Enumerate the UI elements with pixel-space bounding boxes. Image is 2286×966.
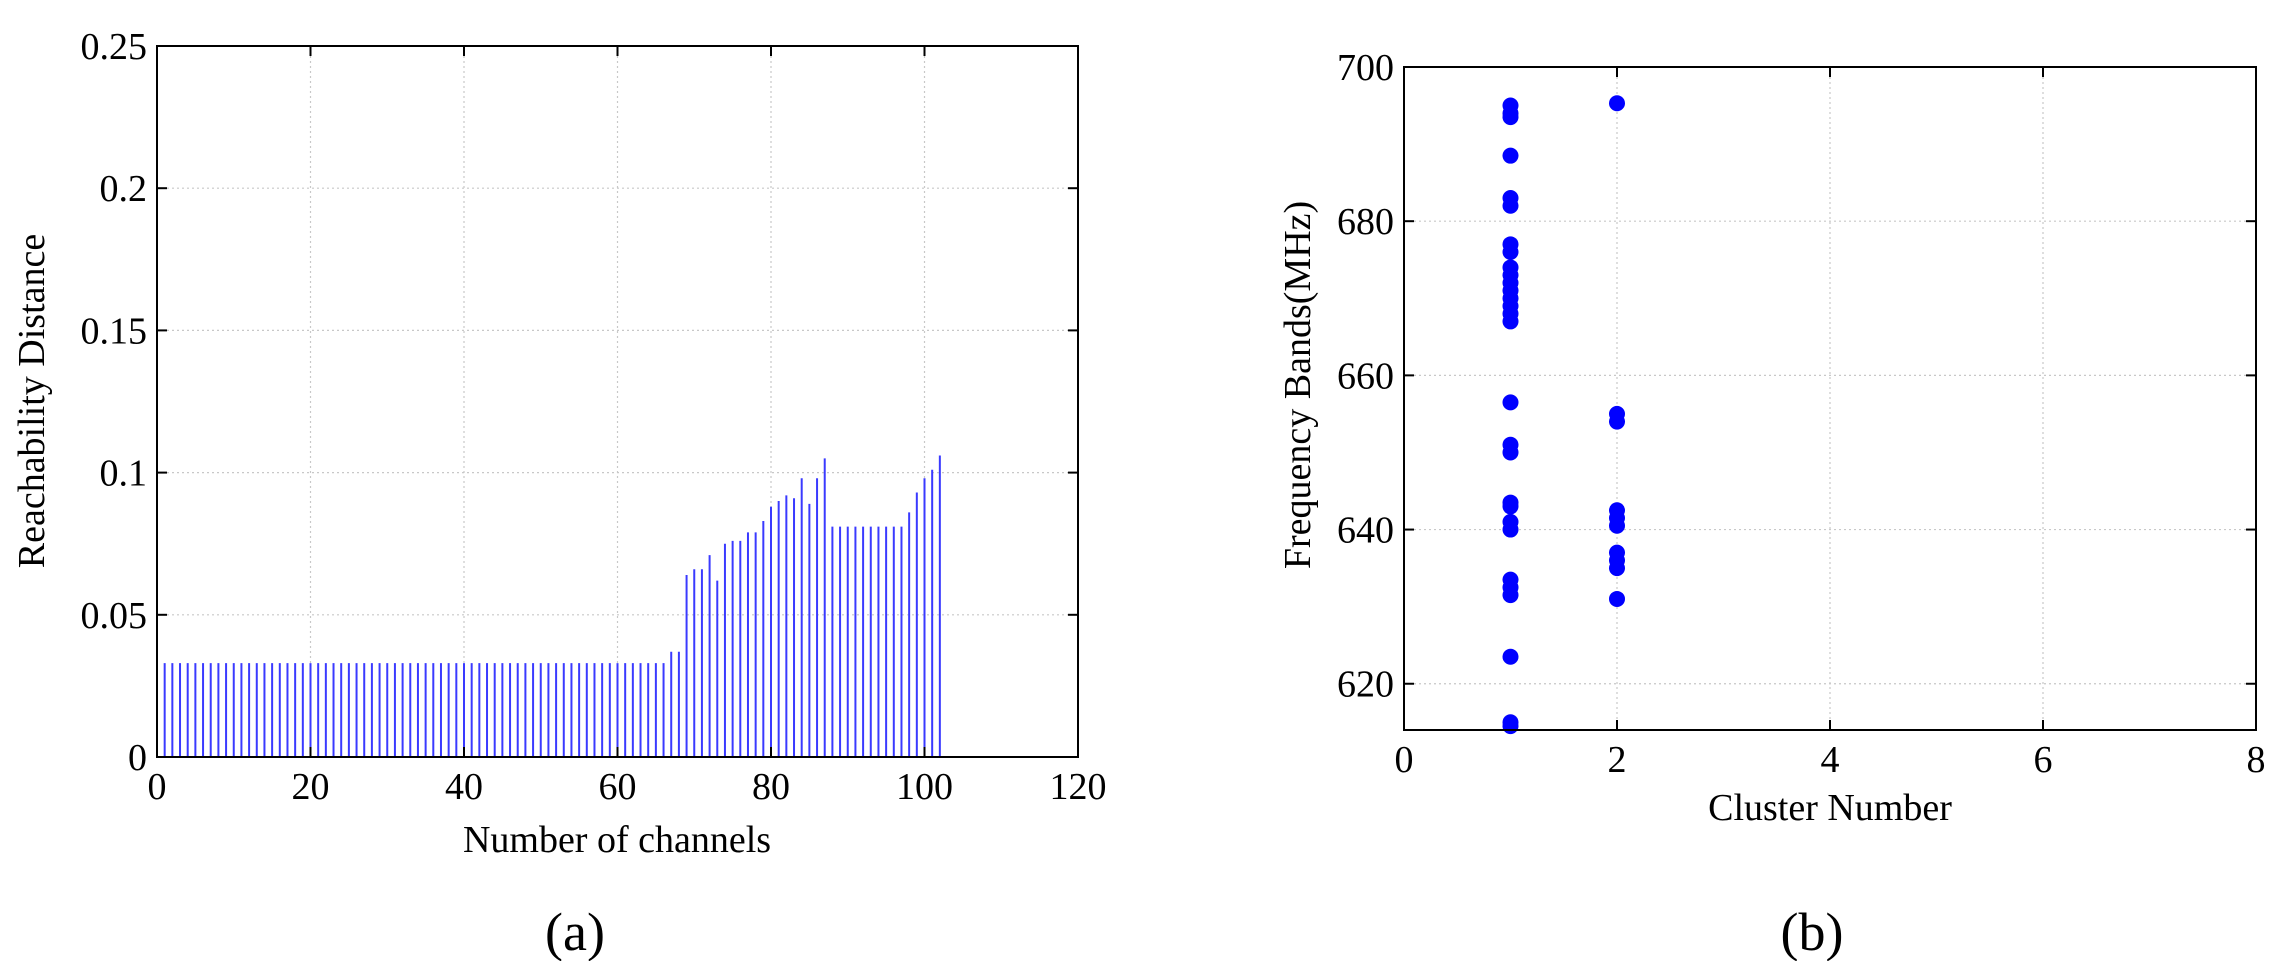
panel-b-x-tick-label: 8 xyxy=(2247,739,2266,781)
panel-b-ticks: 0 2 4 6 8 620 640 660 680 700 xyxy=(1337,47,2266,781)
panel-b-x-tick-label: 2 xyxy=(1608,739,1627,781)
panel-b-points xyxy=(1502,95,1625,735)
panel-b-label: (b) xyxy=(1781,902,1844,961)
panel-a-x-tick-label: 40 xyxy=(445,766,483,808)
panel-a-x-axis-label: Number of channels xyxy=(463,819,771,861)
cluster-point xyxy=(1502,498,1519,515)
cluster-point xyxy=(1502,587,1519,604)
panel-b-y-tick-label: 640 xyxy=(1337,510,1394,552)
cluster-point xyxy=(1609,413,1625,430)
cluster-point xyxy=(1502,648,1519,665)
panel-a-reachability-plot: 0 20 40 60 80 100 120 0 0.05 0.1 0.15 0.2 0.25 Numbe… xyxy=(11,26,1107,962)
panel-b-grid xyxy=(1404,67,2256,730)
panel-a-x-tick-label: 100 xyxy=(896,766,953,808)
panel-b-x-tick-label: 4 xyxy=(1821,739,1840,781)
panel-a-y-tick-label: 0 xyxy=(128,737,147,779)
cluster-point xyxy=(1609,517,1625,534)
cluster-point xyxy=(1502,444,1519,461)
panel-a-label: (a) xyxy=(545,902,605,961)
panel-a-y-tick-label: 0.25 xyxy=(81,26,148,68)
cluster-point xyxy=(1502,147,1519,164)
panel-b-x-tick-label: 6 xyxy=(2034,739,2053,781)
cluster-point xyxy=(1609,560,1625,577)
panel-a-grid xyxy=(157,46,1078,757)
panel-b-y-tick-label: 700 xyxy=(1337,47,1394,89)
panel-a-bars xyxy=(163,455,941,757)
cluster-point xyxy=(1502,313,1519,330)
cluster-point xyxy=(1609,590,1625,607)
panel-b-x-tick-label: 0 xyxy=(1395,739,1414,781)
panel-a-x-tick-label: 120 xyxy=(1050,766,1107,808)
cluster-point xyxy=(1609,95,1625,112)
panel-b-y-axis-label: Frequency Bands(MHz) xyxy=(1277,201,1319,569)
cluster-point xyxy=(1502,394,1519,411)
cluster-point xyxy=(1502,244,1519,261)
panel-a-y-tick-label: 0.05 xyxy=(81,595,148,637)
panel-b-x-axis-label: Cluster Number xyxy=(1708,787,1952,829)
panel-a-y-axis-label: Reachability Distance xyxy=(11,234,53,569)
panel-b-y-tick-label: 680 xyxy=(1337,201,1394,243)
panel-b-cluster-scatter: 0 2 4 6 8 620 640 660 680 700 Cluster Number Freq… xyxy=(1277,47,2266,962)
cluster-point xyxy=(1502,197,1519,214)
cluster-point xyxy=(1502,718,1519,735)
panel-a-x-tick-label: 60 xyxy=(599,766,637,808)
panel-a-x-tick-label: 0 xyxy=(148,766,167,808)
panel-a-y-tick-label: 0.2 xyxy=(100,168,148,210)
panel-a-x-tick-label: 80 xyxy=(752,766,790,808)
panel-b-y-tick-label: 620 xyxy=(1337,664,1394,706)
panel-a-x-tick-label: 20 xyxy=(292,766,330,808)
panel-b-y-tick-label: 660 xyxy=(1337,355,1394,397)
panel-a-ticks: 0 20 40 60 80 100 120 0 0.05 0.1 0.15 0.2 0.25 xyxy=(81,26,1107,808)
cluster-point xyxy=(1502,521,1519,538)
cluster-point xyxy=(1502,109,1519,126)
panel-a-y-tick-label: 0.15 xyxy=(81,310,148,352)
panel-a-y-tick-label: 0.1 xyxy=(100,453,148,495)
